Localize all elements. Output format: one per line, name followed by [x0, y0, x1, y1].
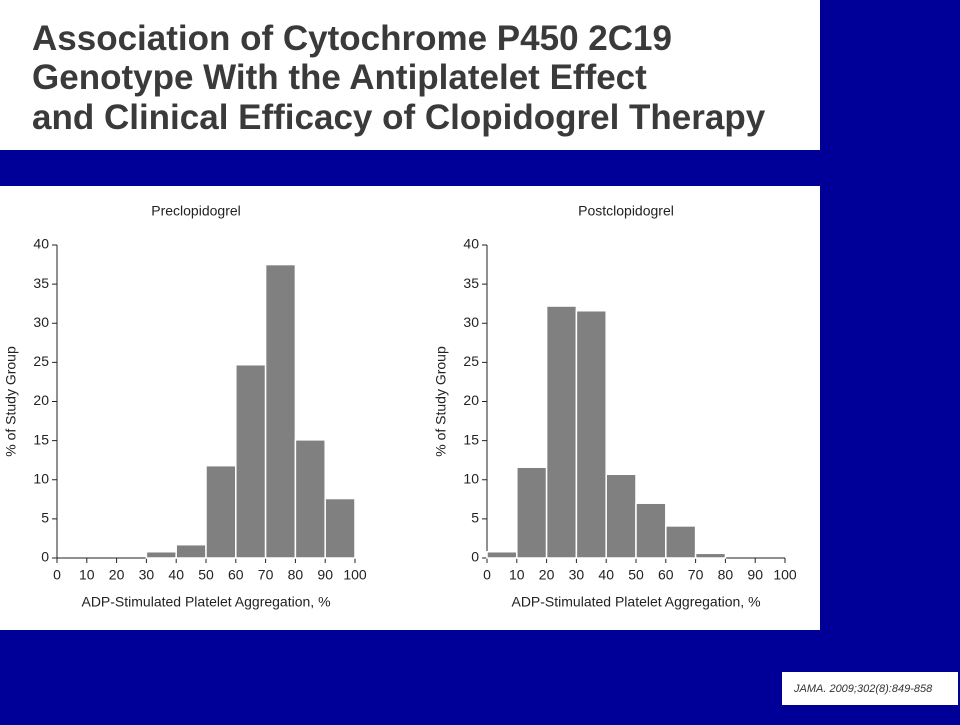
citation: JAMA. 2009;302(8):849-858 [793, 683, 933, 695]
x-tick-label: 50 [628, 567, 644, 583]
citation-box [782, 672, 958, 705]
x-tick-label: 20 [109, 567, 125, 583]
x-tick-label: 50 [198, 567, 214, 583]
y-tick-label: 0 [41, 549, 49, 565]
y-tick-label: 20 [463, 392, 479, 408]
y-tick-label: 30 [463, 314, 479, 330]
bar [294, 439, 326, 559]
bar [486, 550, 518, 559]
y-axis-label: % of Study Group [3, 346, 19, 457]
chart-panel [0, 186, 820, 630]
bar [205, 464, 237, 559]
x-tick-label: 40 [168, 567, 184, 583]
x-tick-label: 0 [483, 567, 491, 583]
bar [665, 525, 697, 559]
title-line: Genotype With the Antiplatelet Effect [32, 58, 647, 97]
title-line: Association of Cytochrome P450 2C19 [32, 19, 672, 58]
x-tick-label: 100 [773, 567, 797, 583]
y-tick-label: 5 [41, 510, 49, 526]
bar [264, 263, 297, 559]
y-tick-label: 0 [471, 549, 479, 565]
y-tick-label: 25 [463, 353, 479, 369]
bar [235, 363, 267, 559]
x-tick-label: 70 [258, 567, 274, 583]
x-tick-label: 80 [718, 567, 734, 583]
x-tick-label: 10 [509, 567, 525, 583]
x-tick-label: 70 [688, 567, 704, 583]
x-tick-label: 80 [288, 567, 304, 583]
x-tick-label: 100 [343, 567, 367, 583]
x-tick-label: 60 [658, 567, 674, 583]
y-tick-label: 35 [33, 275, 49, 291]
chart-title: Postclopidogrel [578, 203, 674, 219]
bar [175, 543, 207, 559]
y-tick-label: 10 [33, 470, 49, 486]
x-axis-label: ADP-Stimulated Platelet Aggregation, % [81, 594, 330, 610]
chart-title: Preclopidogrel [151, 203, 241, 219]
bar [635, 502, 667, 559]
bar [575, 309, 607, 559]
x-tick-label: 0 [53, 567, 61, 583]
title-box [0, 0, 820, 150]
y-tick-label: 40 [463, 236, 479, 252]
y-tick-label: 30 [33, 314, 49, 330]
y-tick-label: 20 [33, 392, 49, 408]
bar [145, 550, 177, 559]
x-tick-label: 90 [317, 567, 333, 583]
x-tick-label: 90 [747, 567, 763, 583]
x-tick-label: 20 [539, 567, 555, 583]
bar [324, 497, 356, 559]
x-tick-label: 40 [598, 567, 614, 583]
x-tick-label: 10 [79, 567, 95, 583]
y-axis-label: % of Study Group [433, 346, 449, 457]
bar [516, 466, 548, 559]
y-tick-label: 35 [463, 275, 479, 291]
y-tick-label: 15 [33, 431, 49, 447]
y-tick-label: 40 [33, 236, 49, 252]
bar [545, 305, 578, 559]
x-tick-label: 30 [139, 567, 155, 583]
x-tick-label: 60 [228, 567, 244, 583]
title-line: and Clinical Efficacy of Clopidogrel The… [32, 98, 766, 137]
y-tick-label: 25 [33, 353, 49, 369]
y-tick-label: 5 [471, 510, 479, 526]
x-tick-label: 30 [569, 567, 585, 583]
bar [694, 552, 727, 559]
y-tick-label: 10 [463, 470, 479, 486]
x-axis-label: ADP-Stimulated Platelet Aggregation, % [511, 594, 760, 610]
bar [605, 473, 637, 559]
y-tick-label: 15 [463, 431, 479, 447]
